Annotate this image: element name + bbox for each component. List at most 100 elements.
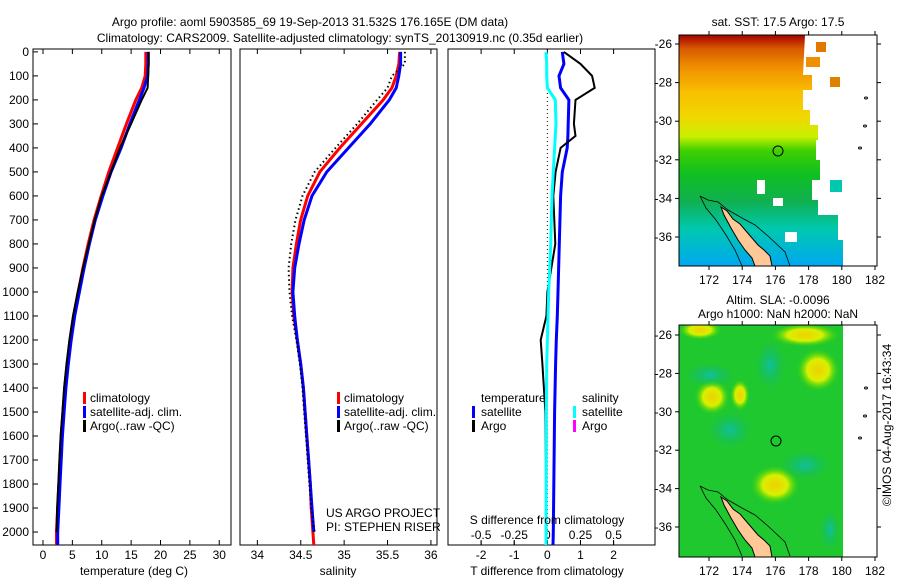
y-tick-label: 1900 bbox=[2, 501, 29, 515]
legend-label: satellite-adj. clim. bbox=[344, 405, 436, 419]
series-line-satellite-adj-clim- bbox=[291, 51, 403, 533]
series-line-satellite-adj-clim- bbox=[56, 51, 150, 545]
lat-tick-label: -30 bbox=[655, 405, 673, 419]
legend-swatch-s-argo bbox=[573, 420, 576, 432]
lon-tick-label: 182 bbox=[865, 564, 885, 578]
x-tick-label: 34 bbox=[251, 548, 265, 562]
legend-label: Argo bbox=[582, 419, 608, 433]
legend-label: Argo(..raw -QC) bbox=[344, 419, 429, 433]
lon-tick-label: 178 bbox=[799, 273, 819, 287]
x-tick-label: 20 bbox=[154, 548, 168, 562]
bathymetry-contour bbox=[699, 485, 791, 557]
salinity-legend: climatology satellite-adj. clim. Argo(..… bbox=[337, 391, 436, 433]
sst-pixel bbox=[806, 57, 820, 67]
y-tick-label: 1300 bbox=[2, 357, 29, 371]
x-tick-label: -1 bbox=[509, 548, 520, 562]
sla-map-title: Altim. SLA: -0.0096 bbox=[726, 293, 830, 307]
x-tick-label: 10 bbox=[95, 548, 109, 562]
x-tick-label: 15 bbox=[124, 548, 138, 562]
lon-tick-label: 174 bbox=[732, 273, 752, 287]
s-tick-label: 0.5 bbox=[605, 528, 622, 542]
lon-tick-label: 180 bbox=[832, 564, 852, 578]
legend-swatch-t-satellite bbox=[472, 406, 475, 418]
sst-missing-pixel bbox=[757, 180, 765, 194]
legend-swatch-climatology bbox=[83, 392, 86, 404]
difference-axes bbox=[447, 48, 656, 546]
legend-label: Argo(..raw -QC) bbox=[90, 419, 175, 433]
argo-position-marker bbox=[772, 145, 784, 157]
sla-anomaly bbox=[694, 379, 730, 415]
sla-anomaly bbox=[820, 510, 840, 550]
pi-annotation: PI: STEPHEN RISER bbox=[326, 520, 441, 534]
legend-label: Argo bbox=[481, 419, 507, 433]
x-tick-label: 36 bbox=[424, 548, 438, 562]
s-tick-label: 0.25 bbox=[569, 528, 593, 542]
legend-swatch-satellite bbox=[83, 406, 86, 418]
salinity-axes bbox=[239, 48, 438, 546]
legend-header-temperature: temperature bbox=[481, 391, 546, 405]
land-new-zealand bbox=[719, 495, 773, 558]
legend-swatch-s-satellite bbox=[573, 406, 576, 418]
x-tick-label: 30 bbox=[213, 548, 227, 562]
island-outline bbox=[863, 414, 867, 418]
y-tick-label: 1100 bbox=[3, 309, 29, 323]
lat-tick-label: -32 bbox=[655, 153, 673, 167]
y-tick-label: 200 bbox=[9, 93, 29, 107]
y-tick-label: 2000 bbox=[2, 525, 29, 539]
figure-title-line2: Climatology: CARS2009. Satellite-adjuste… bbox=[97, 31, 583, 45]
sst-missing-pixel bbox=[773, 198, 783, 206]
legend-swatch-climatology bbox=[337, 392, 340, 404]
x-tick-label: 0 bbox=[544, 548, 551, 562]
difference-panel: -2 -1 0 1 2 -0.5 -0.25 0 0.25 0.5 T difference fr… bbox=[447, 48, 656, 578]
sla-anomaly bbox=[685, 363, 735, 387]
sla-anomaly bbox=[796, 348, 840, 392]
y-tick-label: 100 bbox=[9, 69, 29, 83]
s-diff-xlabel: S difference from climatology bbox=[470, 513, 625, 527]
sst-map-axes bbox=[678, 34, 878, 267]
argo-position-marker bbox=[770, 435, 782, 447]
legend-swatch-t-argo bbox=[472, 420, 475, 432]
lat-tick-label: -26 bbox=[655, 37, 673, 51]
sst-missing-pixel bbox=[785, 232, 797, 242]
y-tick-label: 1800 bbox=[2, 477, 29, 491]
difference-legend: temperature satellite Argo salinity sate… bbox=[472, 391, 623, 433]
sla-anomaly bbox=[755, 340, 785, 390]
land-new-zealand bbox=[719, 205, 773, 267]
imos-credit: ©IMOS 04-Aug-2017 16:43:34 bbox=[880, 344, 894, 507]
s-tick-label: -0.5 bbox=[471, 528, 492, 542]
y-tick-label: 900 bbox=[9, 261, 29, 275]
salinity-panel: 34 34.5 35 35.5 36 salinity climatology sate… bbox=[239, 48, 441, 578]
lat-tick-label: -28 bbox=[655, 366, 673, 380]
lat-tick-label: -30 bbox=[655, 114, 673, 128]
lon-tick-label: 176 bbox=[765, 273, 785, 287]
sst-map: sat. SST: 17.5 Argo: 17.5 172 174 176 178 18… bbox=[655, 15, 886, 287]
temperature-panel: 0 5 10 15 20 25 300100200300400500600700800900… bbox=[2, 45, 232, 578]
lat-tick-label: -34 bbox=[655, 482, 673, 496]
s-tick-label: 0 bbox=[544, 528, 551, 542]
bathymetry-contour bbox=[699, 195, 743, 267]
temperature-xlabel: temperature (deg C) bbox=[80, 564, 188, 578]
y-tick-label: 1400 bbox=[2, 381, 29, 395]
lat-tick-label: -32 bbox=[655, 443, 673, 457]
lon-tick-label: 172 bbox=[699, 273, 719, 287]
x-tick-label: 25 bbox=[183, 548, 197, 562]
y-tick-label: 0 bbox=[22, 45, 29, 59]
bathymetry-contour bbox=[699, 485, 743, 557]
legend-swatch-argo bbox=[337, 420, 340, 432]
sla-map-subtitle: Argo h1000: NaN h2000: NaN bbox=[698, 307, 858, 321]
y-tick-label: 300 bbox=[9, 117, 29, 131]
x-tick-label: 5 bbox=[69, 548, 76, 562]
lon-tick-label: 176 bbox=[765, 564, 785, 578]
island-outline bbox=[863, 124, 867, 128]
lat-tick-label: -26 bbox=[655, 328, 673, 342]
salinity-xlabel: salinity bbox=[320, 564, 357, 578]
lon-tick-label: 182 bbox=[865, 273, 885, 287]
figure-title-line1: Argo profile: aoml 5903585_69 19-Sep-201… bbox=[112, 15, 508, 29]
lat-tick-label: -28 bbox=[655, 76, 673, 90]
y-tick-label: 1500 bbox=[2, 405, 29, 419]
lat-tick-label: -34 bbox=[655, 191, 673, 205]
series-line-salinity-satellite bbox=[544, 51, 558, 545]
legend-label: satellite-adj. clim. bbox=[90, 405, 182, 419]
legend-swatch-satellite bbox=[337, 406, 340, 418]
